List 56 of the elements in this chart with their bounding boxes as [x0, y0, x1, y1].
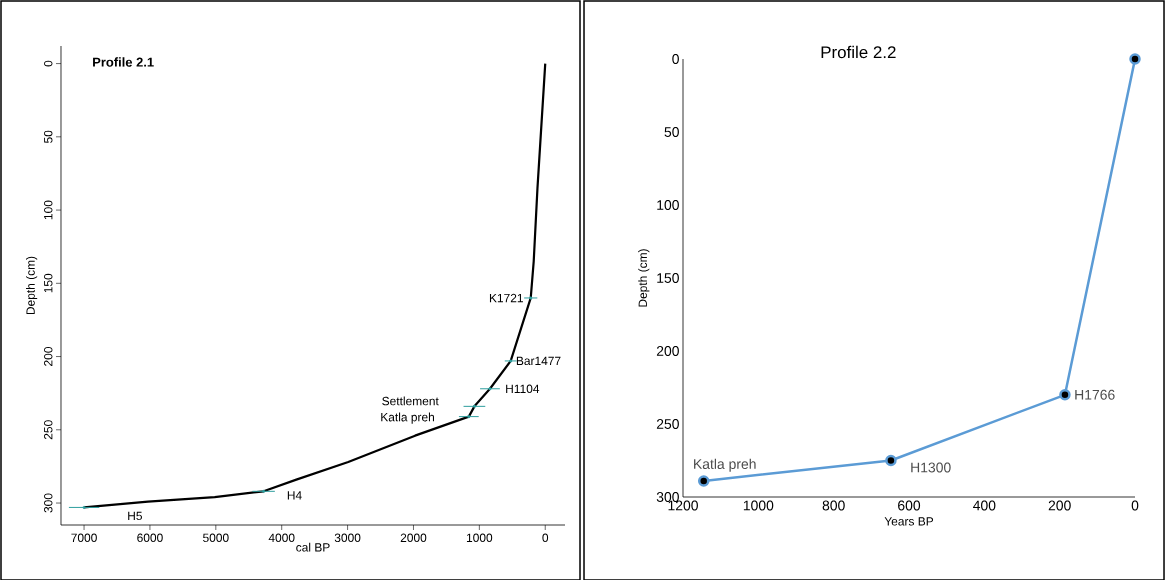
annotation: H1104	[506, 384, 540, 393]
x-tick-label: 1000	[743, 500, 774, 511]
x-tick-label: 6000	[137, 533, 163, 542]
point	[467, 415, 471, 419]
x-axis-title: Years BP	[884, 517, 934, 526]
y-tick-label: 100	[44, 200, 53, 220]
annotation: Bar1477	[516, 356, 561, 366]
y-tick-label: 50	[44, 130, 53, 143]
y-tick-label: 200	[656, 346, 679, 356]
point	[262, 489, 266, 493]
x-tick-label: 3000	[334, 533, 361, 542]
x-tick-label: 7000	[71, 533, 97, 542]
point	[82, 505, 86, 509]
x-tick-label: 600	[898, 500, 921, 511]
y-tick-label: 300	[44, 493, 53, 513]
annotation: H5	[128, 511, 142, 521]
x-tick-label: 4000	[268, 533, 295, 542]
y-tick-label: 50	[664, 127, 679, 137]
y-tick-label: 0	[44, 60, 53, 67]
annotation: Settlement	[382, 396, 439, 406]
x-tick-label: 2000	[400, 533, 427, 542]
x-tick-label: 800	[822, 500, 845, 511]
point	[472, 404, 476, 408]
point	[1059, 389, 1071, 401]
annotation: Katla preh	[694, 458, 756, 472]
annotation: K1721	[489, 293, 523, 303]
y-tick-label: 250	[44, 420, 53, 440]
x-tick-label: 200	[1048, 500, 1071, 511]
point	[488, 387, 492, 391]
y-axis-title: Depth (cm)	[26, 256, 38, 315]
annotation: Katla preh	[381, 412, 434, 424]
point	[1129, 53, 1141, 65]
x-tick-label: 400	[973, 500, 996, 511]
x-tick-label: 5000	[203, 533, 229, 542]
point	[509, 359, 513, 363]
chart-title: Profile 2.2	[821, 45, 896, 59]
x-tick-label: 0	[542, 533, 549, 542]
y-tick-label: 300	[656, 492, 679, 502]
y-tick-label: 150	[44, 273, 53, 293]
x-tick-label: 1200	[668, 500, 698, 511]
y-tick-label: 100	[657, 200, 679, 210]
x-axis-title: cal BP	[296, 542, 330, 552]
annotation: H1300	[911, 462, 951, 473]
point	[697, 475, 710, 487]
text: Profile 2.1	[93, 57, 154, 67]
point	[885, 454, 897, 467]
annotation: H1766	[1075, 389, 1115, 400]
y-axis-title: Depth (cm)	[638, 249, 650, 307]
annotation: H4	[287, 491, 302, 500]
y-tick-label: 200	[44, 347, 53, 366]
x-tick-label: 0	[1131, 500, 1139, 511]
point	[529, 296, 533, 300]
y-tick-label: 0	[672, 54, 679, 64]
y-tick-label: 150	[657, 273, 679, 283]
x-tick-label: 1000	[466, 533, 493, 542]
y-tick-label: 250	[656, 419, 679, 429]
